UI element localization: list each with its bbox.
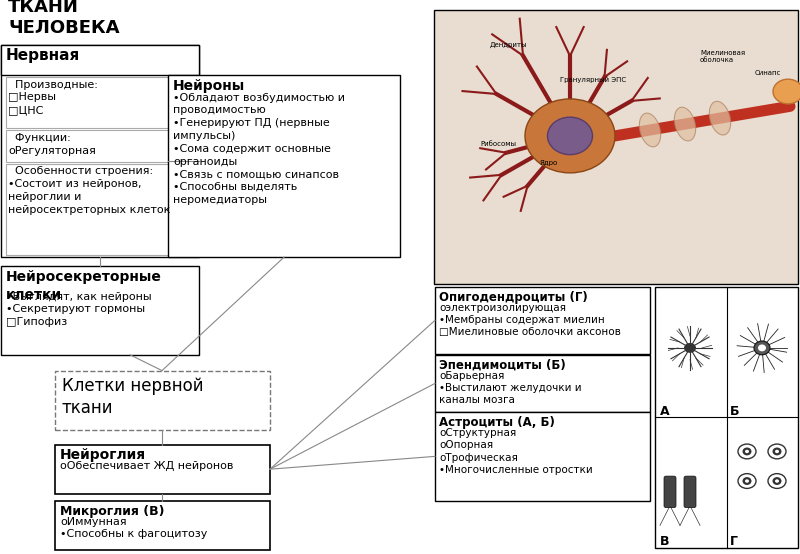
Text: Рибосомы: Рибосомы (480, 141, 516, 147)
Text: Б: Б (730, 405, 739, 418)
FancyBboxPatch shape (434, 9, 798, 284)
FancyBboxPatch shape (435, 412, 650, 501)
Text: Функции:
oРегуляторная: Функции: oРегуляторная (8, 133, 96, 156)
Ellipse shape (639, 113, 661, 147)
Ellipse shape (547, 117, 593, 155)
FancyBboxPatch shape (168, 75, 400, 257)
Text: Нервная: Нервная (6, 48, 80, 63)
Ellipse shape (775, 450, 779, 453)
FancyBboxPatch shape (435, 287, 650, 354)
Ellipse shape (674, 107, 696, 141)
Ellipse shape (768, 474, 786, 489)
Ellipse shape (745, 450, 749, 453)
Text: Клетки нервной
ткани: Клетки нервной ткани (62, 377, 203, 417)
FancyBboxPatch shape (1, 45, 199, 257)
Text: Дендриты: Дендриты (490, 42, 527, 48)
Text: Миелиновая
оболочка: Миелиновая оболочка (700, 50, 745, 63)
Ellipse shape (738, 474, 756, 489)
Text: Г: Г (730, 535, 738, 548)
Text: Ядро: Ядро (540, 161, 558, 166)
Ellipse shape (710, 101, 730, 135)
Ellipse shape (775, 479, 779, 483)
FancyBboxPatch shape (664, 476, 676, 507)
Text: Опигодендроциты (Г): Опигодендроциты (Г) (439, 291, 588, 304)
FancyBboxPatch shape (1, 266, 199, 355)
Ellipse shape (773, 79, 800, 104)
Text: Эпендимоциты (Б): Эпендимоциты (Б) (439, 359, 566, 372)
Text: Синапс: Синапс (755, 70, 782, 76)
Text: Нейроны: Нейроны (173, 79, 246, 93)
Ellipse shape (773, 477, 782, 485)
Ellipse shape (758, 345, 766, 351)
FancyBboxPatch shape (1, 45, 199, 75)
Text: ТКАНИ
ЧЕЛОВЕКА: ТКАНИ ЧЕЛОВЕКА (8, 0, 119, 37)
Text: Нейроглия: Нейроглия (60, 449, 146, 463)
Ellipse shape (745, 479, 749, 483)
Text: Нейросекреторные
клетки: Нейросекреторные клетки (6, 270, 162, 302)
Text: oИммунная
•Способны к фагоцитозу: oИммунная •Способны к фагоцитозу (60, 516, 207, 540)
Text: oСтруктурная
oОпорная
oТрофическая
•Многочисленные отростки: oСтруктурная oОпорная oТрофическая •Мног… (439, 428, 593, 475)
Text: •Выглядят, как нейроны
•Секретируют гормоны
□Гипофиз: •Выглядят, как нейроны •Секретируют горм… (6, 292, 152, 327)
Ellipse shape (742, 448, 751, 455)
Ellipse shape (742, 477, 751, 485)
Ellipse shape (768, 444, 786, 459)
FancyBboxPatch shape (55, 501, 270, 550)
Text: А: А (660, 405, 670, 418)
FancyBboxPatch shape (684, 476, 696, 507)
Ellipse shape (738, 444, 756, 459)
Text: Производные:
□Нервы
□ЦНС: Производные: □Нервы □ЦНС (8, 80, 98, 115)
FancyBboxPatch shape (6, 163, 194, 255)
Text: Микроглия (В): Микроглия (В) (60, 505, 165, 517)
Text: oОбеспечивает ЖД нейронов: oОбеспечивает ЖД нейронов (60, 461, 234, 471)
FancyBboxPatch shape (6, 130, 194, 162)
FancyBboxPatch shape (55, 371, 270, 430)
FancyBboxPatch shape (6, 76, 194, 128)
Ellipse shape (754, 341, 770, 355)
Text: oБарьерная
•Выстилают желудочки и
каналы мозга: oБарьерная •Выстилают желудочки и каналы… (439, 371, 582, 406)
FancyBboxPatch shape (55, 444, 270, 494)
Text: •Обладают возбудимостью и
проводимостью
•Генерируют ПД (нервные
импульсы)
•Сома : •Обладают возбудимостью и проводимостью … (173, 93, 345, 205)
Text: Особенности строения:
•Состоит из нейронов,
нейроглии и
нейросектреторных клеток: Особенности строения: •Состоит из нейрон… (8, 166, 170, 215)
Ellipse shape (684, 343, 696, 353)
FancyBboxPatch shape (435, 355, 650, 412)
Text: oэлектроизолирующая
•Мембраны содержат миелин
□Миелиновые оболочки аксонов: oэлектроизолирующая •Мембраны содержат м… (439, 302, 621, 337)
FancyBboxPatch shape (655, 287, 798, 548)
Text: Гранулярный ЭПС: Гранулярный ЭПС (560, 76, 626, 83)
Ellipse shape (773, 448, 782, 455)
Ellipse shape (525, 99, 615, 173)
Text: Астроциты (А, Б): Астроциты (А, Б) (439, 416, 555, 429)
Text: В: В (660, 535, 670, 548)
